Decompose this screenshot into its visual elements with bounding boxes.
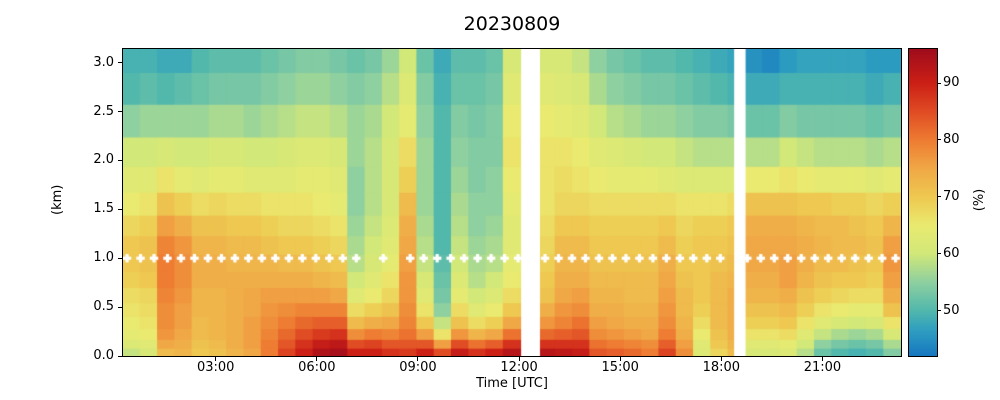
- colorbar-tick-mark: [937, 139, 941, 141]
- x-tick-label: 03:00: [196, 360, 235, 375]
- colorbar: [908, 48, 938, 357]
- x-tick-label: 12:00: [500, 360, 538, 375]
- y-tick-mark: [118, 208, 122, 210]
- colorbar-tick-mark: [937, 196, 941, 198]
- y-tick-label: 2.0: [93, 152, 114, 168]
- y-tick-mark: [118, 306, 122, 308]
- colorbar-canvas: [909, 49, 937, 356]
- x-tick-mark: [821, 357, 823, 361]
- colorbar-tick-label: 60: [943, 245, 960, 261]
- y-tick-label: 2.5: [93, 103, 114, 119]
- x-axis-label: Time [UTC]: [476, 376, 548, 391]
- y-tick-label: 0.5: [93, 299, 114, 315]
- x-tick-label: 15:00: [601, 360, 639, 375]
- x-tick-mark: [215, 357, 217, 361]
- plot-area: [122, 48, 902, 357]
- chart-title: 20230809: [463, 13, 561, 35]
- colorbar-tick-label: 70: [943, 188, 960, 204]
- y-tick-mark: [118, 355, 122, 357]
- y-tick-label: 3.0: [93, 54, 114, 70]
- x-tick-mark: [619, 357, 621, 361]
- x-tick-mark: [316, 357, 318, 361]
- x-tick-label: 21:00: [803, 360, 842, 375]
- y-tick-label: 0.0: [93, 348, 114, 363]
- y-tick-label: 1.5: [93, 201, 114, 217]
- x-tick-mark: [720, 357, 722, 361]
- x-tick-label: 06:00: [298, 360, 336, 375]
- y-tick-mark: [118, 159, 122, 161]
- y-tick-label: 1.0: [93, 250, 114, 266]
- colorbar-tick-mark: [937, 253, 941, 255]
- colorbar-tick-label: 50: [943, 302, 960, 318]
- colorbar-tick-mark: [937, 310, 941, 312]
- x-tick-mark: [417, 357, 419, 361]
- x-tick-label: 18:00: [702, 360, 741, 375]
- y-tick-mark: [118, 62, 122, 64]
- y-tick-mark: [118, 257, 122, 259]
- colorbar-tick-mark: [937, 82, 941, 84]
- colorbar-tick-label: 90: [943, 75, 960, 91]
- x-tick-label: 09:00: [399, 360, 437, 375]
- colorbar-tick-label: 80: [943, 131, 960, 147]
- x-tick-mark: [518, 357, 520, 361]
- heatmap-canvas: [123, 49, 901, 356]
- y-tick-mark: [118, 111, 122, 113]
